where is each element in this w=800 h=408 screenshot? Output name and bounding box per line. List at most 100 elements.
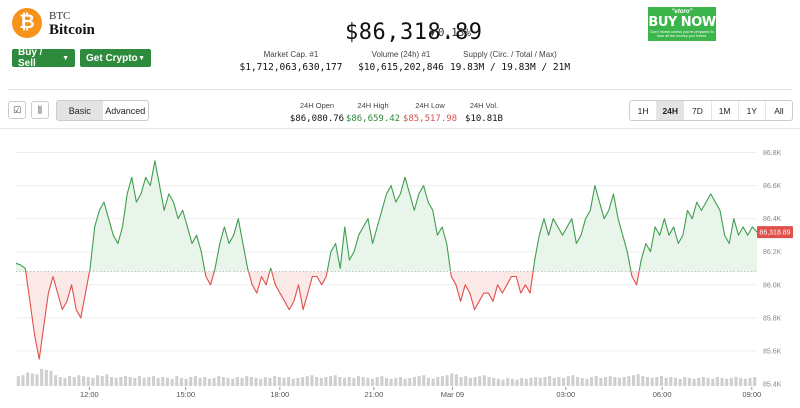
volume-bar	[622, 377, 626, 386]
volume-bar	[123, 376, 128, 386]
volume-bar	[184, 378, 188, 386]
time-range-selector: 1H 24H 7D 1M 1Y All	[629, 100, 793, 121]
volume-bar	[203, 377, 207, 386]
checkbox-chart-icon: ☑	[12, 104, 22, 115]
volume-bar	[492, 377, 496, 386]
volume-bar	[627, 376, 631, 386]
volume-bar	[137, 376, 142, 386]
volume-bar	[734, 377, 738, 386]
volume-bar	[748, 377, 752, 386]
volume-bar	[524, 378, 528, 386]
volume-bar	[263, 377, 267, 386]
volume-bar	[520, 377, 524, 386]
range-all-button[interactable]: All	[774, 105, 784, 116]
price-change-percent: 0.13%	[437, 26, 471, 39]
candle-chart-toggle[interactable]: ⫼	[31, 101, 49, 119]
range-1m-button[interactable]: 1M	[712, 101, 739, 120]
volume-bar	[128, 377, 132, 386]
price-change: ▼ 0.13%	[430, 26, 471, 39]
volume-bar	[645, 377, 650, 386]
volume-bar	[687, 377, 691, 386]
volume-bar	[324, 377, 328, 386]
volume-bar	[58, 377, 62, 386]
volume-bar	[408, 377, 412, 386]
volume-bar	[585, 378, 589, 386]
chevron-down-icon: ▼	[138, 54, 145, 62]
volume-bar	[422, 375, 426, 386]
ad-brand: "etoro"	[671, 9, 693, 15]
up-price-line	[532, 185, 632, 272]
volume-bar	[706, 377, 710, 386]
volume-bar	[478, 376, 482, 386]
volume-bar	[35, 374, 39, 386]
volume-bar	[142, 377, 146, 386]
volume-bar	[315, 377, 319, 386]
range-1y-button[interactable]: 1Y	[739, 101, 766, 120]
y-tick-label: 86.6K	[763, 183, 782, 190]
volume-bar	[473, 377, 477, 386]
volume-bar	[534, 377, 538, 386]
volume-bar	[245, 376, 249, 386]
volume-bar	[725, 378, 729, 386]
buy-sell-button[interactable]: Buy / Sell ▼	[12, 47, 75, 69]
etoro-ad-banner[interactable]: "etoro" BUY NOW Don't invest unless you'…	[648, 7, 716, 41]
y-tick-label: 85.4K	[763, 382, 782, 389]
up-area-fill	[327, 177, 451, 272]
volume-bar	[161, 377, 165, 386]
range-7d-button[interactable]: 7D	[684, 101, 712, 120]
volume-bar	[119, 377, 123, 386]
volume-bar	[431, 378, 435, 386]
volume-bar	[580, 377, 584, 386]
volume-bar	[552, 377, 556, 386]
volume-bar	[44, 369, 48, 386]
price-tag-label: 86,318.89	[759, 230, 790, 237]
line-chart-toggle[interactable]: ☑	[8, 101, 26, 119]
volume-bar	[594, 376, 598, 386]
volume-bar	[543, 377, 547, 386]
volume-bar	[226, 377, 230, 386]
volume-bar	[366, 377, 370, 386]
view-advanced-button[interactable]: Advanced	[105, 105, 146, 116]
coin-symbol: BTC	[49, 10, 71, 22]
volume-bar	[659, 376, 663, 386]
candlestick-icon: ⫼	[37, 104, 43, 115]
volume-bar	[590, 377, 594, 386]
volume-bar	[343, 377, 347, 386]
down-area-fill	[450, 271, 534, 310]
volume-bar	[179, 377, 183, 386]
range-24h-button[interactable]: 24H	[657, 101, 685, 120]
volume-bar	[40, 368, 44, 386]
volume-bar	[105, 374, 109, 386]
range-1h-button[interactable]: 1H	[630, 101, 658, 120]
volume-bar	[403, 378, 407, 386]
volume-bar	[711, 378, 715, 386]
volume-bar	[30, 373, 34, 386]
volume-bar	[436, 377, 440, 386]
volume-bar	[165, 377, 169, 386]
up-area-fill	[639, 193, 757, 272]
volume-bar	[156, 377, 160, 386]
ohlc-low-value: $85,517.98	[402, 114, 458, 124]
volume-bar	[370, 378, 375, 386]
volume-bar	[91, 377, 95, 386]
volume-label: Volume (24h) #1	[371, 50, 431, 59]
volume-bar	[529, 377, 533, 386]
volume-bar	[650, 377, 654, 386]
price-chart[interactable]: 86.8K 86.6K 86.4K 86.2K 86.0K 85.8K 85.6K 85.4K…	[0, 128, 800, 408]
volume-bar	[496, 378, 500, 386]
get-crypto-button[interactable]: Get Crypto ▼	[80, 49, 151, 67]
x-tick-label: 18:00	[270, 390, 289, 399]
volume-bar	[440, 376, 444, 386]
up-price-line	[88, 160, 206, 272]
view-basic-button[interactable]: Basic	[57, 101, 103, 120]
volume-bar	[151, 376, 156, 386]
volume-bar	[739, 377, 743, 386]
volume-bar	[501, 379, 505, 386]
volume-bar	[21, 375, 25, 386]
x-tick-label: 21:00	[365, 390, 384, 399]
y-tick-label: 86.0K	[763, 282, 782, 289]
ad-disclaimer: Don't invest unless you're prepared to l…	[650, 30, 714, 38]
volume-bar	[133, 377, 137, 386]
volume-bar	[305, 376, 309, 386]
volume-bar	[613, 377, 617, 386]
